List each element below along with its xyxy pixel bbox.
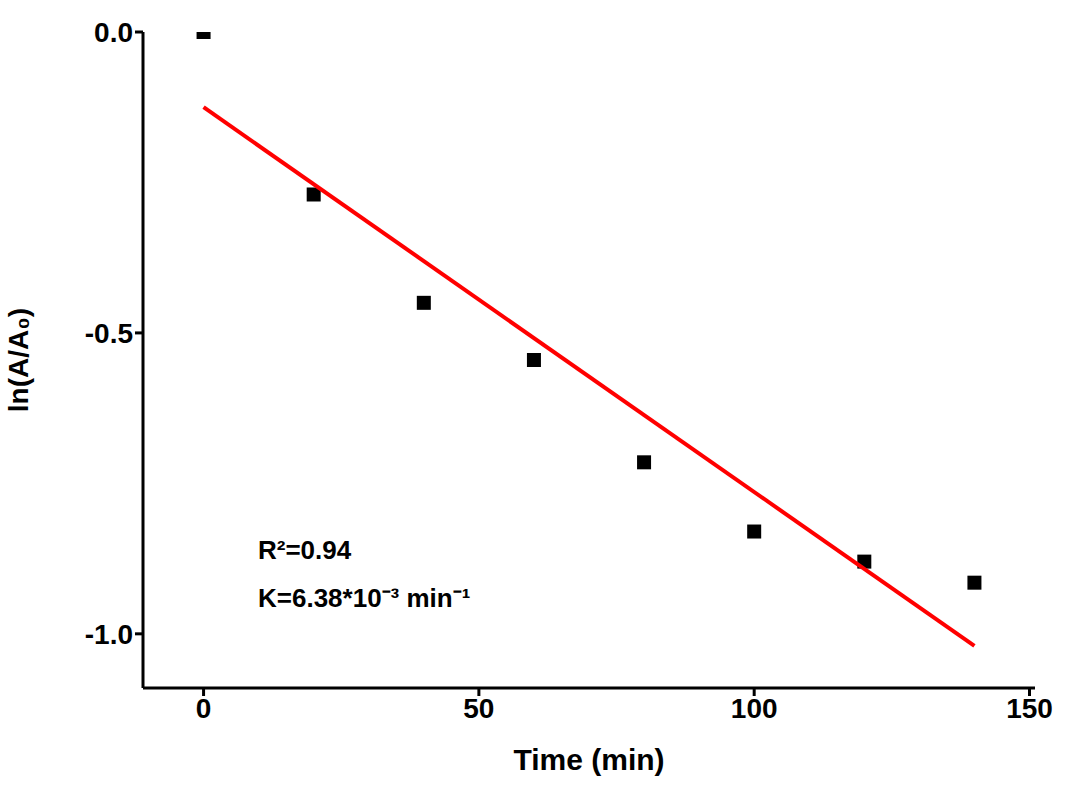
svg-text:ln(A/A₀): ln(A/A₀)	[3, 308, 34, 412]
html-text:R²=0.94: R²=0.94	[258, 535, 352, 565]
svg-text:Time (min): Time (min)	[513, 743, 664, 776]
svg-text:-1.0: -1.0	[85, 619, 133, 650]
svg-text:-0.5: -0.5	[85, 318, 133, 349]
svg-text:0.0: 0.0	[94, 17, 133, 48]
html-text:K=6.38*10⁻³ min⁻¹: K=6.38*10⁻³ min⁻¹	[258, 583, 471, 613]
svg-text:150: 150	[1006, 693, 1053, 724]
svg-text:0: 0	[196, 693, 212, 724]
svg-text:50: 50	[463, 693, 494, 724]
svg-text:100: 100	[731, 693, 778, 724]
